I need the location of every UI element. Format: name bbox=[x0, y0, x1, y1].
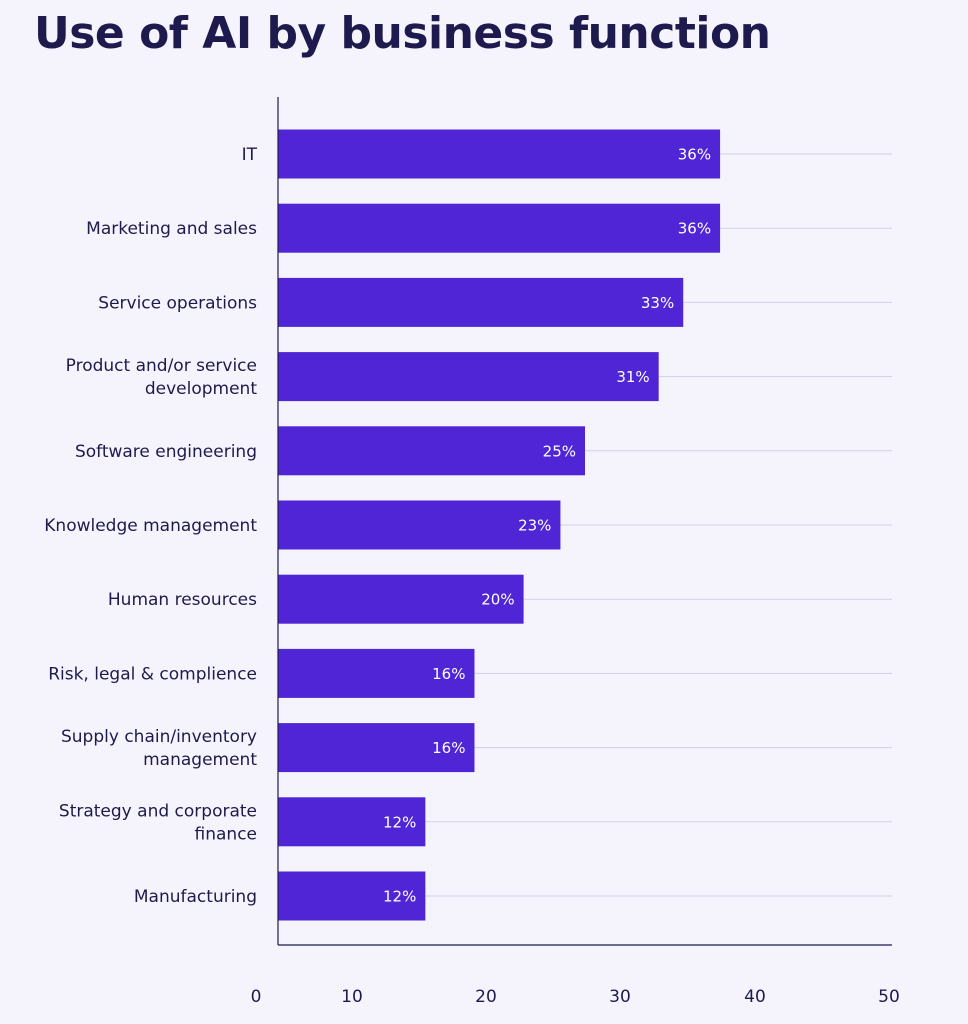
value-labels: 36% 36% 33% 31% 25% 23% 20% 16% 16% 12% 12% bbox=[383, 146, 711, 906]
category-label: Supply chain/inventory management bbox=[61, 727, 257, 770]
category-label-line: Product and/or service bbox=[66, 356, 257, 376]
category-label-line: Marketing and sales bbox=[86, 219, 257, 239]
category-label: Strategy and corporate finance bbox=[59, 801, 257, 844]
bar-1 bbox=[278, 203, 721, 253]
category-label: Risk, legal & complience bbox=[48, 664, 257, 684]
x-tick-label: 0 bbox=[251, 987, 262, 1007]
bar-5 bbox=[278, 500, 561, 550]
category-label-line: IT bbox=[242, 145, 258, 165]
value-label: 36% bbox=[678, 146, 711, 164]
bar-8 bbox=[278, 723, 475, 773]
value-label: 33% bbox=[641, 294, 674, 312]
category-label-line: Service operations bbox=[98, 293, 257, 313]
x-tick-label: 30 bbox=[609, 987, 631, 1007]
category-label-line: Manufacturing bbox=[134, 887, 257, 907]
chart-title: Use of AI by business function bbox=[34, 8, 771, 59]
value-label: 12% bbox=[383, 813, 416, 831]
bar-2 bbox=[278, 277, 684, 327]
bar-10 bbox=[278, 871, 426, 921]
bar-0 bbox=[278, 129, 721, 179]
category-label: Knowledge management bbox=[44, 516, 257, 536]
category-label-line: finance bbox=[195, 824, 257, 844]
category-label-line: Software engineering bbox=[75, 442, 257, 462]
bar-6 bbox=[278, 574, 524, 624]
x-tick-label: 10 bbox=[341, 987, 363, 1007]
x-tick-label: 40 bbox=[744, 987, 766, 1007]
category-label-line: development bbox=[145, 379, 257, 399]
x-tick-labels: 0 10 20 30 40 50 bbox=[251, 987, 900, 1007]
value-label: 25% bbox=[543, 442, 576, 460]
bar-4 bbox=[278, 426, 585, 476]
category-label: Marketing and sales bbox=[86, 219, 257, 239]
value-label: 20% bbox=[481, 591, 514, 609]
value-label: 36% bbox=[678, 220, 711, 238]
category-label: IT bbox=[242, 145, 258, 165]
bar-7 bbox=[278, 648, 475, 698]
category-label-line: management bbox=[143, 750, 257, 770]
category-label: Manufacturing bbox=[134, 887, 257, 907]
bar-9 bbox=[278, 797, 426, 847]
category-label-line: Supply chain/inventory bbox=[61, 727, 257, 747]
category-label: Software engineering bbox=[75, 442, 257, 462]
category-label-line: Knowledge management bbox=[44, 516, 257, 536]
category-labels: IT Marketing and sales Service operations P… bbox=[44, 145, 257, 907]
category-label-line: Strategy and corporate bbox=[59, 801, 257, 821]
category-label: Service operations bbox=[98, 293, 257, 313]
value-label: 16% bbox=[432, 665, 465, 683]
value-label: 31% bbox=[616, 368, 649, 386]
category-label-line: Risk, legal & complience bbox=[48, 664, 257, 684]
x-tick-label: 20 bbox=[475, 987, 497, 1007]
category-label: Product and/or service development bbox=[66, 356, 258, 399]
axes bbox=[277, 97, 892, 946]
value-label: 23% bbox=[518, 517, 551, 535]
x-tick-label: 50 bbox=[878, 987, 900, 1007]
category-label: Human resources bbox=[108, 590, 257, 610]
bars bbox=[278, 129, 721, 921]
category-label-line: Human resources bbox=[108, 590, 257, 610]
bar-3 bbox=[278, 352, 659, 402]
value-label: 16% bbox=[432, 739, 465, 757]
value-label: 12% bbox=[383, 888, 416, 906]
